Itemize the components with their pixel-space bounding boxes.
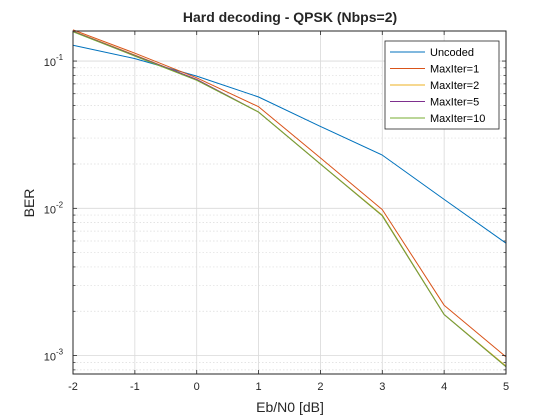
x-tick-label: -1 [130,381,140,393]
legend-label-maxiter-1: MaxIter=1 [430,64,479,76]
x-axis-label: Eb/N0 [dB] [256,399,324,415]
x-tick-label: 4 [441,381,447,393]
x-tick-label: 3 [379,381,385,393]
legend-label-uncoded: Uncoded [430,47,474,59]
y-tick-label-base: 10 [44,57,56,69]
legend-label-maxiter-5: MaxIter=5 [430,97,479,109]
y-tick-label-base: 10 [44,352,56,364]
series-line-uncoded [72,44,507,244]
legend-label-maxiter-2: MaxIter=2 [430,80,479,92]
x-tick-label: 2 [317,381,323,393]
series-lines [72,29,507,368]
x-tick-label: 1 [256,381,262,393]
y-tick-labels: 10-110-210-3 [44,53,64,364]
y-tick-label: 10 -2 [44,200,64,216]
y-tick-label: 10 -3 [44,348,64,364]
plot-frame [72,30,507,375]
y-tick-label: 10 -1 [44,53,64,69]
x-tick-label: -2 [68,381,78,393]
y-tick-label-exponent: -3 [56,348,64,357]
legend-label-maxiter-10: MaxIter=10 [430,113,485,125]
x-tick-label: 0 [194,381,200,393]
x-tick-labels: -2 -1 0 1 2 3 4 5 [68,381,509,393]
y-tick-label-exponent: -1 [56,53,64,62]
axis-ticks [72,31,507,374]
x-tick-label: 5 [503,381,509,393]
chart-title: Hard decoding - QPSK (Nbps=2) [183,9,397,25]
y-tick-label-exponent: -2 [56,200,64,209]
series-line-maxiter-10 [72,31,507,368]
series-line-maxiter-1 [72,29,507,358]
y-tick-label-base: 10 [44,204,56,216]
legend: Uncoded MaxIter=1 MaxIter=2 MaxIter=5 MaxIte… [384,40,500,130]
y-axis-label: BER [21,189,37,218]
